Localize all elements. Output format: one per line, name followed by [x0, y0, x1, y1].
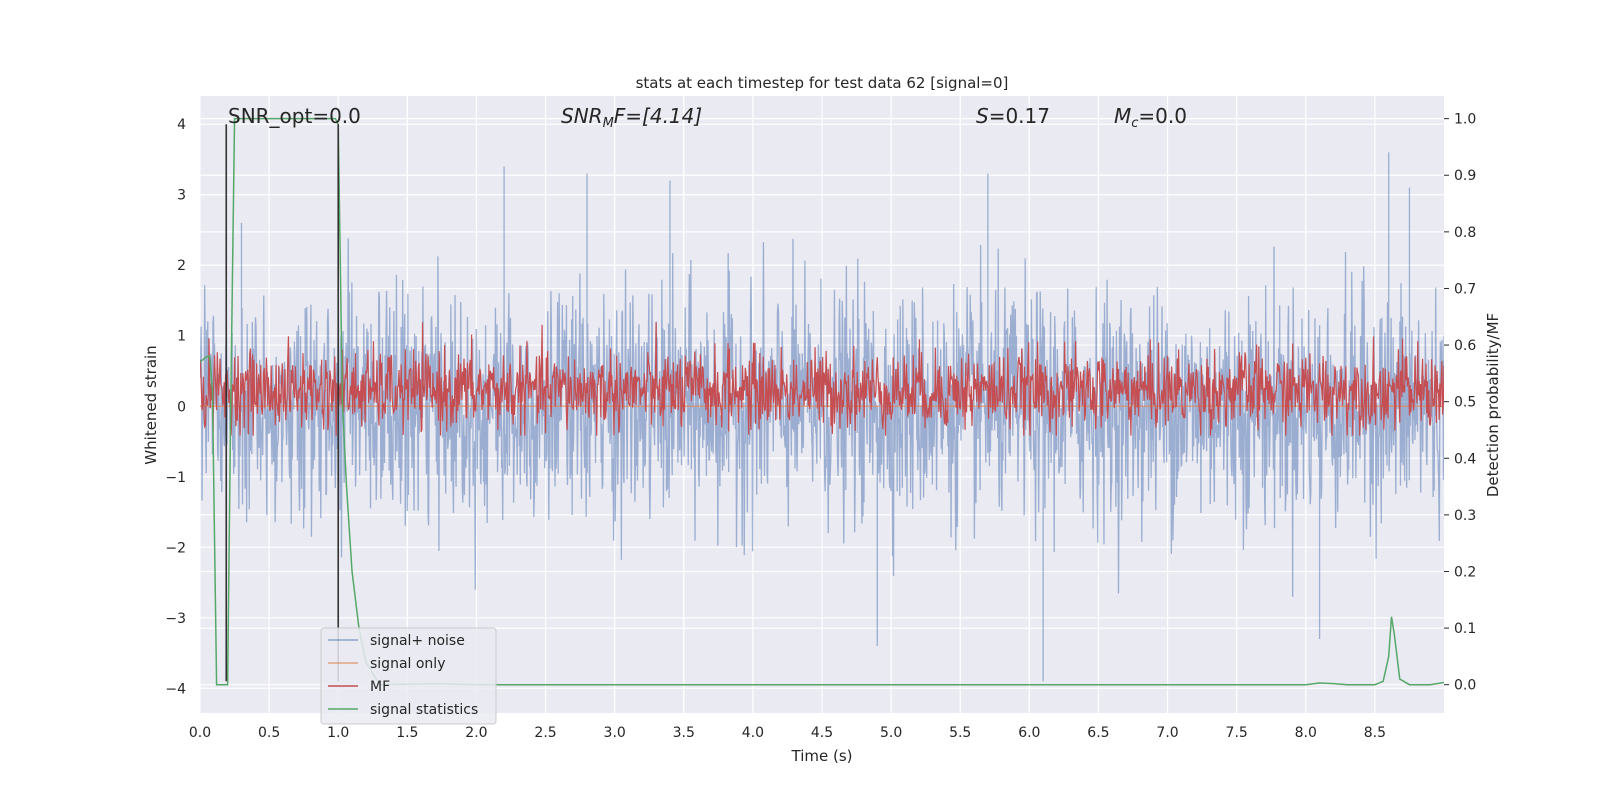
x-tick-label: 4.5 [811, 725, 833, 741]
legend-label-signal-only: signal only [370, 656, 445, 672]
x-tick-label: 3.5 [673, 725, 695, 741]
legend: signal+ noise signal only MF signal stat… [320, 627, 497, 725]
legend-label-signal-noise: signal+ noise [370, 633, 465, 649]
y-tick-label: 4 [177, 117, 186, 133]
x-tick-label: 2.0 [465, 725, 487, 741]
y-tick-label: −4 [165, 681, 186, 697]
y-right-tick-label: 0.9 [1454, 168, 1476, 184]
x-tick-label: 4.0 [742, 725, 764, 741]
annotation-snr-opt: SNR_opt=0.0 [228, 104, 361, 128]
annotation-snr-mf: SNRMF=[4.14] [561, 104, 702, 131]
x-tick-label: 0.5 [258, 725, 280, 741]
x-tick-label: 0.0 [189, 725, 211, 741]
y-right-tick-label: 0.2 [1454, 564, 1476, 580]
x-tick-label: 5.5 [949, 725, 971, 741]
x-tick-label: 1.5 [396, 725, 418, 741]
legend-box [320, 627, 497, 725]
y-right-tick-label: 0.0 [1454, 678, 1476, 694]
y-right-tick-label: 0.4 [1454, 451, 1476, 467]
y-tick-label: −3 [165, 611, 186, 627]
x-tick-label: 2.5 [534, 725, 556, 741]
legend-label-signal-statistics: signal statistics [370, 702, 478, 718]
x-tick-label: 7.0 [1156, 725, 1178, 741]
y-right-tick-label: 1.0 [1454, 112, 1476, 128]
y-tick-label: 3 [177, 188, 186, 204]
x-tick-label: 3.0 [604, 725, 626, 741]
y-tick-label: 1 [177, 329, 186, 345]
x-tick-label: 5.0 [880, 725, 902, 741]
y-tick-label: −1 [165, 470, 186, 486]
annotation-s: S=0.17 [976, 104, 1050, 128]
x-tick-label: 6.0 [1018, 725, 1040, 741]
y-axis-label: Whitened strain [142, 345, 160, 464]
y-right-tick-label: 0.3 [1454, 508, 1476, 524]
annotation-mc: Mc=0.0 [1114, 104, 1187, 131]
x-axis-label: Time (s) [791, 747, 853, 765]
chart-title: stats at each timestep for test data 62 … [636, 74, 1009, 92]
y-right-tick-label: 0.7 [1454, 281, 1476, 297]
x-tick-label: 8.0 [1295, 725, 1317, 741]
y-right-tick-label: 0.5 [1454, 395, 1476, 411]
tick-labels: 0.0 0.5 1.0 1.5 2.0 2.5 3.0 3.5 4.0 4.5 5.0 5.5 6.0 6… [165, 112, 1476, 741]
x-tick-label: 8.5 [1364, 725, 1386, 741]
y-tick-label: 0 [177, 399, 186, 415]
y-right-tick-label: 0.8 [1454, 225, 1476, 241]
x-tick-label: 7.5 [1226, 725, 1248, 741]
legend-label-mf: MF [370, 679, 390, 695]
y-right-tick-label: 0.6 [1454, 338, 1476, 354]
y-right-tick-label: 0.1 [1454, 621, 1476, 637]
series-signal-noise [200, 152, 1444, 682]
series-mf [200, 322, 1444, 436]
y-tick-label: 2 [177, 258, 186, 274]
y-tick-label: −2 [165, 540, 186, 556]
y-right-axis-label: Detection probability/MF [1484, 313, 1502, 497]
x-tick-label: 6.5 [1087, 725, 1109, 741]
x-tick-label: 1.0 [327, 725, 349, 741]
